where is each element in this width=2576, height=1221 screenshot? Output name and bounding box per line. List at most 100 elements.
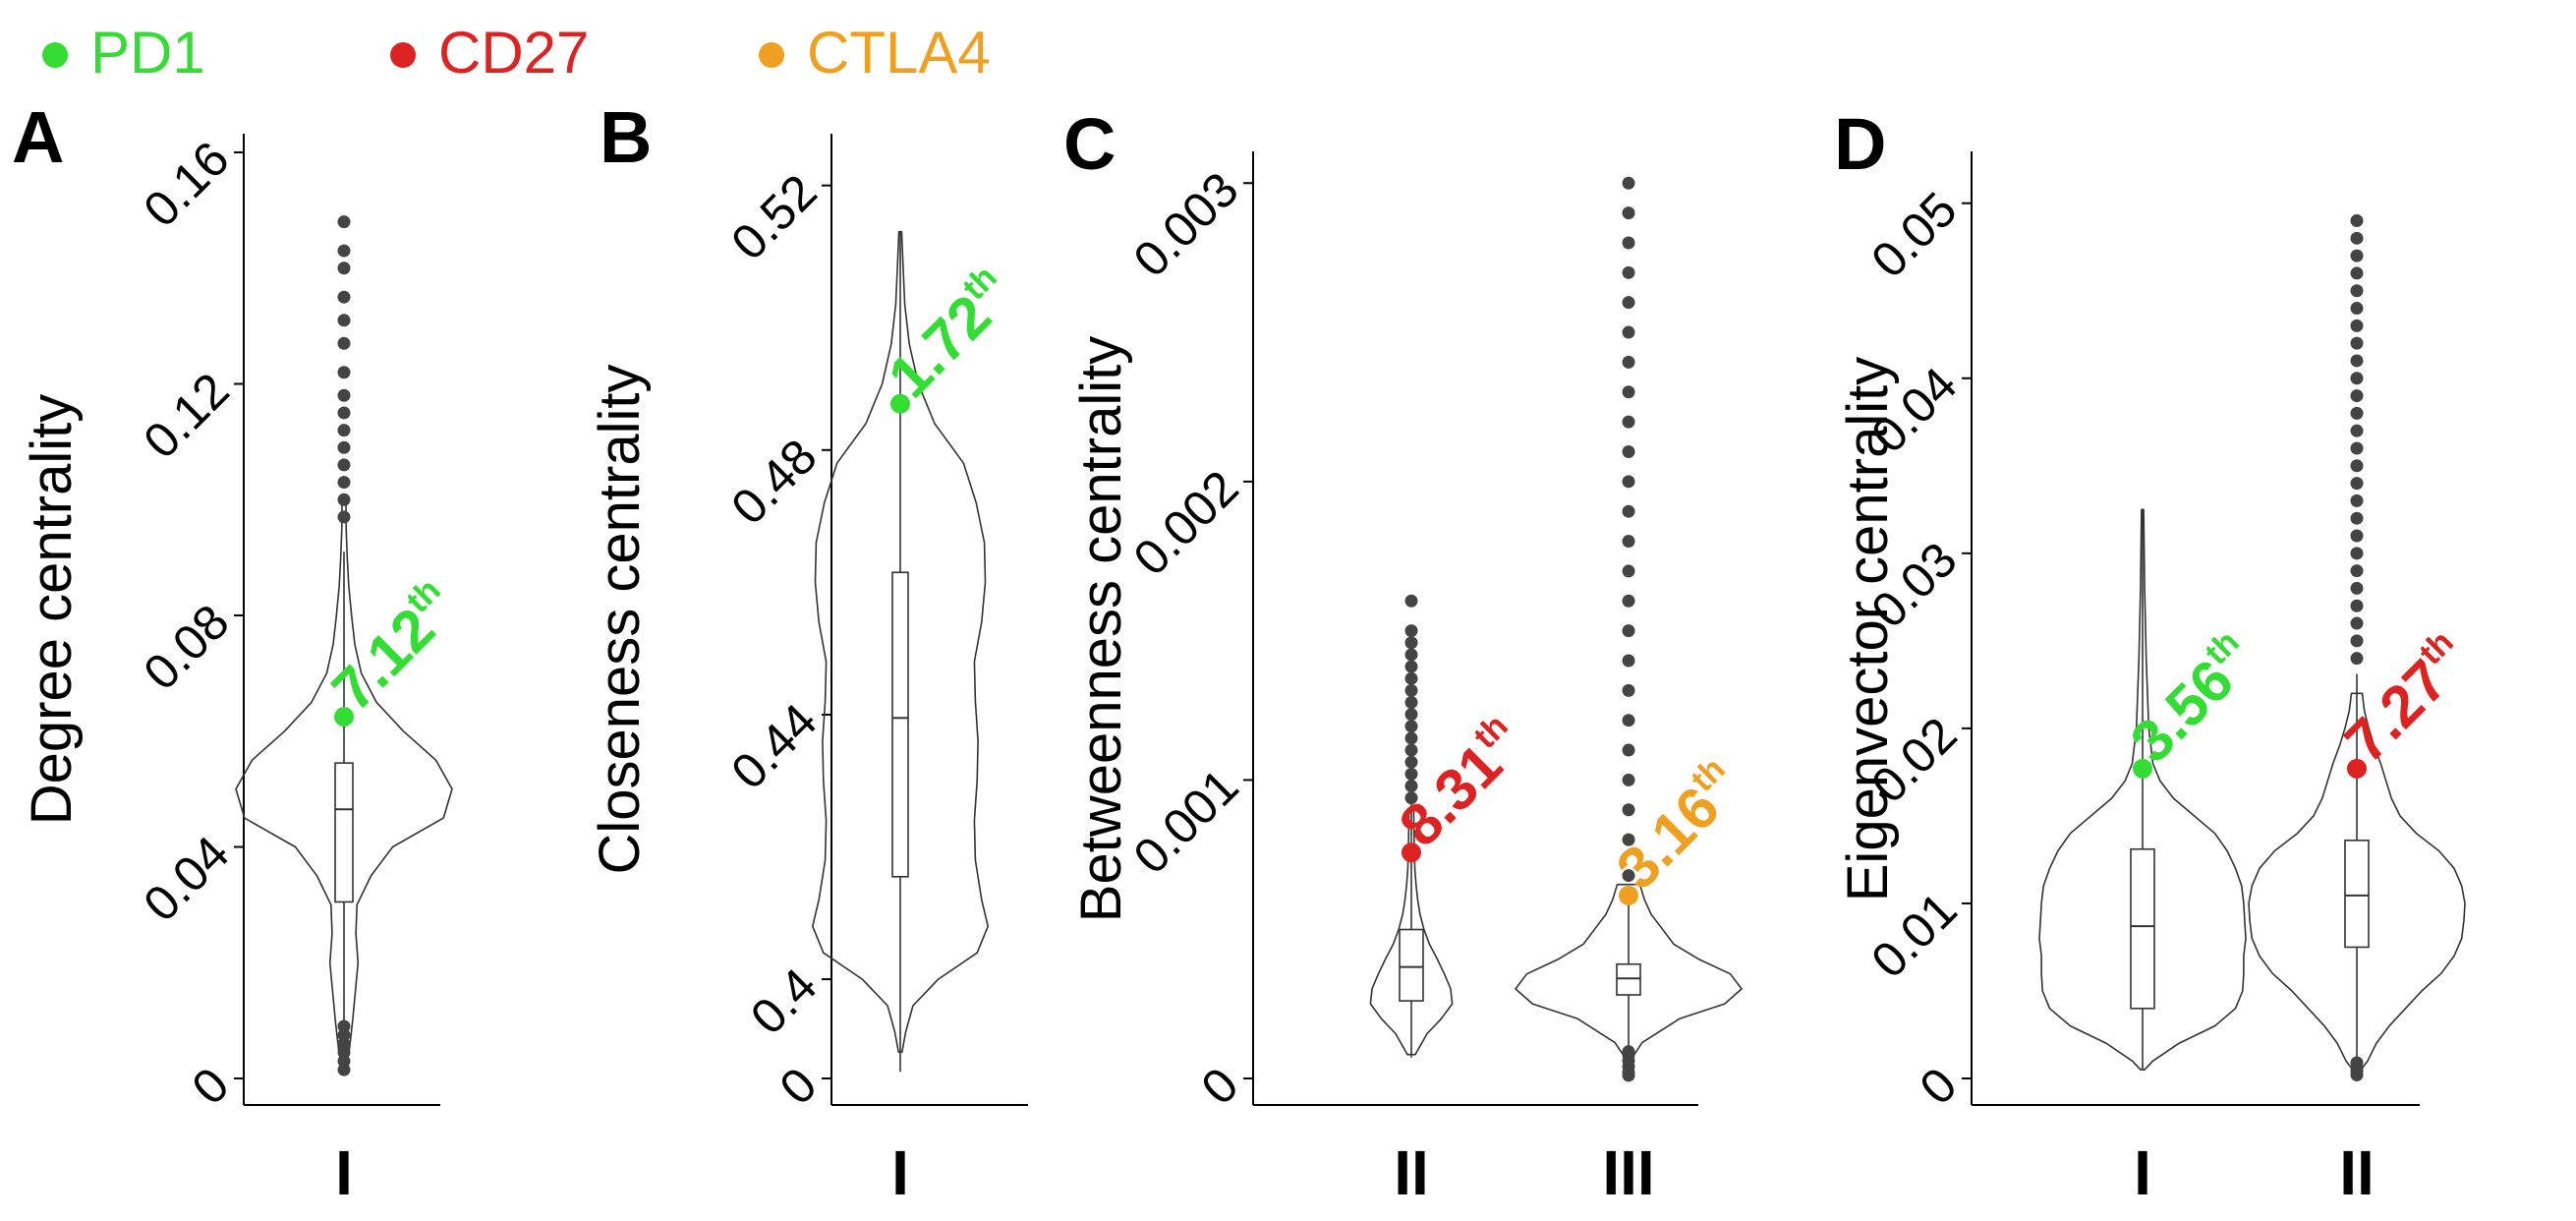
y-axis-label: Eigenvector centrality	[1836, 357, 1900, 901]
outlier-point	[1622, 535, 1635, 549]
y-axis-label: Closeness centrality	[588, 365, 652, 875]
violin-shape	[1515, 883, 1743, 1071]
outlier-point	[1622, 236, 1635, 250]
violin-group-i: 7.12th I	[235, 215, 470, 1208]
outlier-point	[1404, 671, 1418, 685]
outlier-point	[1622, 564, 1635, 578]
outlier-point	[2350, 652, 2364, 666]
outlier-point	[2350, 547, 2364, 560]
outlier-point	[1404, 624, 1418, 638]
outlier-point	[2350, 214, 2364, 228]
box	[1616, 962, 1641, 996]
outlier-point	[2350, 284, 2364, 298]
outlier-point	[337, 262, 351, 275]
outlier-point	[1404, 755, 1418, 769]
outlier-point	[1404, 791, 1418, 805]
y-tick-label: 0.08	[133, 594, 239, 700]
outlier-point	[337, 510, 351, 524]
outlier-point	[1404, 660, 1418, 673]
panel-letter: A	[12, 96, 64, 178]
outlier-point	[1622, 654, 1635, 668]
y-tick-label: 0.05	[1860, 182, 1967, 288]
legend: PD1 CD27 CTLA4	[42, 20, 991, 86]
outlier-point	[1622, 594, 1635, 608]
outlier-point	[1622, 1045, 1635, 1059]
outlier-point	[337, 458, 351, 472]
outlier-point	[1404, 731, 1418, 745]
outlier-point	[2350, 477, 2364, 491]
violin-shape	[2248, 692, 2466, 1070]
y-axis-label: Degree centrality	[20, 394, 84, 825]
legend-marker-ctla4	[759, 42, 784, 68]
outlier-point	[2350, 599, 2364, 612]
outlier-point	[1622, 385, 1635, 399]
outlier-point	[1622, 869, 1635, 883]
outlier-point	[1622, 415, 1635, 429]
outlier-point	[2350, 336, 2364, 350]
outlier-point	[1622, 504, 1635, 518]
y-tick-label: 0	[1190, 1057, 1248, 1115]
percentile-label: 7.12th	[318, 571, 470, 723]
outlier-point	[2350, 1056, 2364, 1070]
y-tick-label: 0.52	[720, 164, 827, 270]
outlier-point	[2350, 634, 2364, 648]
outlier-point	[1622, 714, 1635, 727]
legend-label-ctla4: CTLA4	[807, 20, 991, 86]
y-tick-label: 0	[1909, 1057, 1967, 1115]
outlier-point	[337, 424, 351, 437]
legend-label-cd27: CD27	[438, 20, 589, 86]
outlier-point	[2350, 581, 2364, 595]
outlier-point	[1404, 720, 1418, 733]
violin-shape	[1369, 809, 1454, 1056]
x-group-label: I	[2134, 1137, 2151, 1208]
violin-shape	[812, 230, 989, 1053]
outlier-point	[1622, 683, 1635, 697]
outlier-point	[2350, 424, 2364, 437]
x-group-label: II	[2339, 1137, 2375, 1208]
outlier-point	[1622, 743, 1635, 757]
outlier-point	[337, 440, 351, 454]
y-tick-label: 0.48	[720, 429, 827, 535]
y-tick-label: 0.16	[133, 131, 239, 237]
y-axis-label: Betweenness centrality	[1069, 336, 1133, 922]
outlier-point	[2350, 564, 2364, 578]
highlight-point-pd1	[2133, 758, 2152, 779]
outlier-point	[2350, 372, 2364, 385]
highlight-point-cd27	[1402, 843, 1421, 863]
outlier-point	[1404, 743, 1418, 757]
outlier-point	[337, 366, 351, 379]
outlier-point	[337, 215, 351, 229]
outlier-point	[1404, 708, 1418, 722]
y-tick-label: 0.12	[133, 363, 239, 469]
legend-label-pd1: PD1	[90, 20, 205, 86]
outlier-point	[1404, 683, 1418, 697]
outlier-point	[2350, 616, 2364, 630]
outlier-point	[337, 244, 351, 258]
panel-b: B Closeness centrality 0.4 0.44 0.48 0.52 01.7…	[588, 96, 1028, 1208]
outlier-point	[2350, 354, 2364, 368]
box	[2130, 847, 2155, 1010]
x-group-label: III	[1602, 1137, 1654, 1208]
panel-letter: C	[1063, 103, 1116, 185]
outlier-point	[337, 388, 351, 402]
x-group-label: I	[335, 1137, 353, 1208]
outlier-point	[1622, 624, 1635, 638]
box	[1399, 928, 1424, 1002]
outlier-point	[2350, 529, 2364, 543]
outlier-point	[2350, 319, 2364, 332]
highlight-point-pd1	[334, 707, 354, 727]
highlight-point-pd1	[890, 393, 910, 414]
outlier-point	[337, 1019, 351, 1033]
outlier-point	[1622, 773, 1635, 786]
outlier-point	[1404, 648, 1418, 662]
outlier-point	[2350, 266, 2364, 280]
